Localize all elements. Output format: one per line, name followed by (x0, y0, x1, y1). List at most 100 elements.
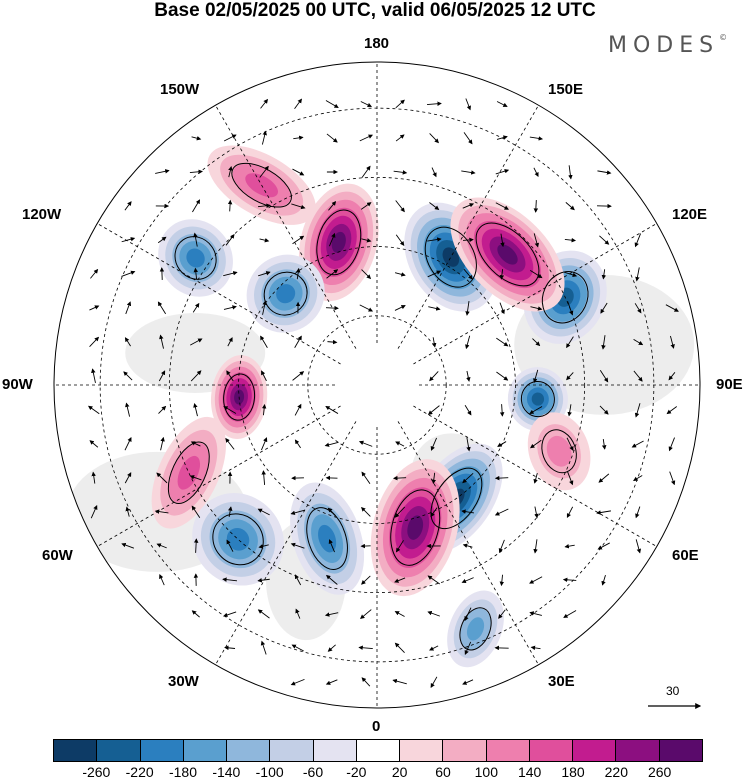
height-contour (306, 507, 348, 570)
wind-vector (157, 236, 167, 244)
wind-vector (668, 437, 675, 452)
wind-vector (223, 271, 238, 277)
height-contour (231, 162, 292, 208)
label-60e: 60E (672, 547, 699, 564)
wind-vector (226, 539, 234, 552)
wind-vector (463, 237, 474, 243)
wind-vector (431, 337, 437, 348)
wind-vector (223, 305, 237, 310)
anomaly-band (531, 392, 545, 406)
height-contour (424, 226, 477, 288)
map-title: Base 02/05/2025 00 UTC, valid 06/05/2025… (154, 0, 596, 21)
colorbar-swatch-13 (616, 740, 660, 761)
wind-vector (394, 577, 406, 583)
wind-vector (461, 509, 475, 514)
wind-vector (292, 168, 305, 176)
wind-vector (498, 609, 506, 619)
wind-vector (427, 405, 440, 415)
wind-vector (291, 203, 306, 210)
wind-vector (567, 471, 574, 486)
wind-vector (189, 169, 203, 175)
copyright-mark: © (719, 33, 728, 42)
wind-vector (189, 475, 202, 481)
wind-vector (156, 472, 168, 484)
wind-vector (361, 677, 371, 687)
wind-vector (193, 402, 198, 417)
wind-vector (466, 370, 471, 382)
polar-map (53, 61, 702, 709)
colorbar-swatch-4 (227, 740, 271, 761)
wind-vector (261, 437, 268, 451)
wind-vector (124, 201, 132, 211)
wind-vector (228, 506, 233, 517)
wind-vector (257, 203, 271, 208)
wind-vector (429, 202, 440, 211)
wind-vector (259, 238, 270, 243)
wind-vector (534, 506, 539, 519)
wind-vector (290, 542, 305, 549)
label-90e: 90E (716, 376, 743, 393)
wind-vector (159, 334, 164, 349)
wind-vector (223, 406, 237, 414)
graticule (54, 62, 700, 708)
wind-vector (530, 645, 541, 651)
wind-vector (124, 472, 132, 484)
wind-vector (631, 440, 644, 448)
wind-vector (360, 609, 372, 620)
wind-vector (327, 644, 336, 652)
wind-vector (635, 506, 641, 519)
wind-vector (635, 539, 642, 554)
wind-vector (227, 337, 233, 347)
wind-vector (633, 338, 644, 346)
colorbar-tick: 20 (391, 764, 408, 780)
colorbar-tick: 260 (647, 764, 672, 780)
label-90w: 90W (2, 376, 33, 393)
wind-vector (566, 506, 574, 519)
wind-vector (635, 267, 640, 282)
wind-vector (156, 543, 167, 549)
anomaly-band (442, 247, 460, 267)
wind-vector (124, 337, 131, 347)
wind-vector (563, 610, 577, 618)
wind-vector (427, 575, 440, 585)
colorbar-tick: -100 (255, 764, 284, 780)
wind-vector (533, 472, 538, 484)
wind-vector (567, 301, 574, 316)
wind-vector (358, 645, 373, 650)
wind-vector (326, 133, 338, 143)
wind-vector (192, 302, 200, 313)
colorbar-swatch-5 (270, 740, 314, 761)
label-150w: 150W (160, 81, 200, 98)
wind-vector (222, 577, 238, 582)
wind-vector (191, 610, 200, 618)
wind-vector (597, 542, 610, 550)
height-contour (263, 271, 308, 316)
wind-vector (670, 335, 675, 349)
wind-vector (227, 199, 233, 212)
wind-vector (562, 577, 577, 583)
wind-vector (393, 170, 408, 175)
wind-vector (395, 99, 405, 109)
colorbar-tick: -20 (346, 764, 367, 780)
wind-vector (431, 167, 437, 178)
wind-vector (533, 167, 539, 177)
wind-vector (429, 645, 439, 651)
wind-vector (461, 170, 476, 175)
wind-vector (158, 405, 167, 414)
map-border (53, 61, 701, 709)
wind-vector (290, 678, 305, 686)
wind-vector (257, 578, 270, 583)
wind-vector (90, 268, 99, 279)
wind-vector (529, 406, 543, 414)
wind-vector (192, 199, 201, 213)
wind-vector (634, 303, 642, 314)
wind-vector (359, 134, 374, 142)
wind-vector (295, 608, 301, 619)
wind-vector (499, 574, 505, 587)
wind-vector (191, 505, 201, 518)
wind-vector (89, 305, 100, 311)
wind-vector (193, 267, 199, 280)
wind-vector (260, 98, 269, 109)
wind-vector (258, 544, 269, 549)
wind-vector (361, 238, 372, 243)
